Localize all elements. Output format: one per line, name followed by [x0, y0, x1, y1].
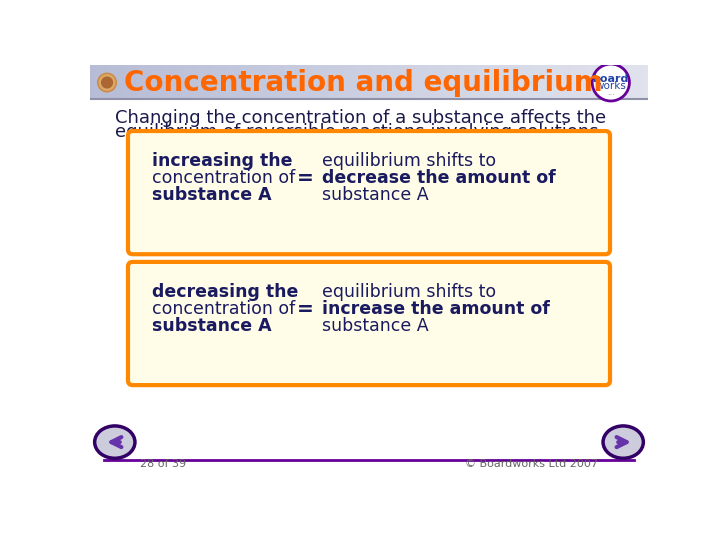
Text: substance A: substance A: [323, 316, 429, 335]
Text: substance A: substance A: [323, 186, 429, 204]
Text: decrease the amount of: decrease the amount of: [323, 168, 557, 187]
Text: ...: ...: [607, 88, 615, 97]
Text: equilibrium shifts to: equilibrium shifts to: [323, 283, 497, 301]
FancyBboxPatch shape: [128, 262, 610, 385]
Text: concentration of: concentration of: [152, 168, 295, 187]
Ellipse shape: [603, 426, 644, 458]
Circle shape: [593, 64, 629, 101]
Text: decreasing the: decreasing the: [152, 283, 298, 301]
Text: © Boardworks Ltd 2007: © Boardworks Ltd 2007: [464, 458, 598, 469]
Ellipse shape: [94, 426, 135, 458]
Text: =: =: [297, 168, 314, 188]
Circle shape: [102, 77, 112, 88]
Text: board: board: [593, 75, 629, 84]
Text: =: =: [297, 300, 314, 319]
Text: concentration of: concentration of: [152, 300, 295, 318]
Text: 28 of 39: 28 of 39: [140, 458, 186, 469]
Text: substance A: substance A: [152, 316, 271, 335]
Text: equilibrium shifts to: equilibrium shifts to: [323, 152, 497, 170]
Text: Concentration and equilibrium: Concentration and equilibrium: [124, 69, 603, 97]
FancyBboxPatch shape: [128, 131, 610, 254]
Text: Changing the concentration of a substance affects the: Changing the concentration of a substanc…: [114, 110, 606, 127]
Text: increase the amount of: increase the amount of: [323, 300, 550, 318]
Text: equilibrium of reversible reactions involving solutions.: equilibrium of reversible reactions invo…: [114, 123, 604, 141]
Text: increasing the: increasing the: [152, 152, 292, 170]
Text: works: works: [595, 82, 626, 91]
Circle shape: [99, 75, 114, 90]
Text: substance A: substance A: [152, 186, 271, 204]
Circle shape: [98, 73, 117, 92]
